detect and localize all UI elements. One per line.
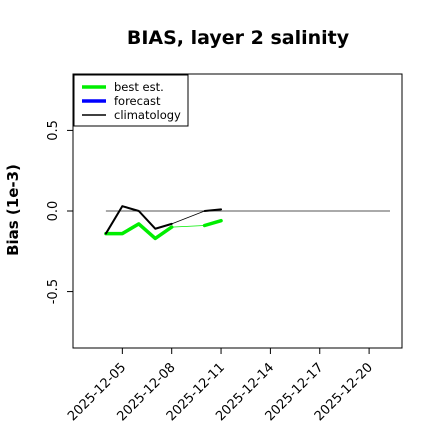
series-best-est-line xyxy=(104,222,174,241)
y-axis-label: Bias (1e-3) xyxy=(4,164,22,256)
legend-label: climatology xyxy=(114,108,181,122)
y-tick-label: -0.5 xyxy=(46,279,61,304)
series-climatology-line xyxy=(203,208,223,212)
plot-frame xyxy=(72,73,403,349)
y-tick-label: 0.0 xyxy=(46,201,61,222)
legend-label: best est. xyxy=(114,80,164,94)
series-best-est-connector xyxy=(171,225,205,228)
series-climatology-connector xyxy=(171,210,205,225)
y-tick-label: 0.5 xyxy=(46,120,61,141)
series-best-est-line xyxy=(202,218,223,228)
chart-title: BIAS, layer 2 salinity xyxy=(127,27,350,49)
legend-label: forecast xyxy=(114,94,161,108)
series-climatology-line xyxy=(104,205,173,235)
